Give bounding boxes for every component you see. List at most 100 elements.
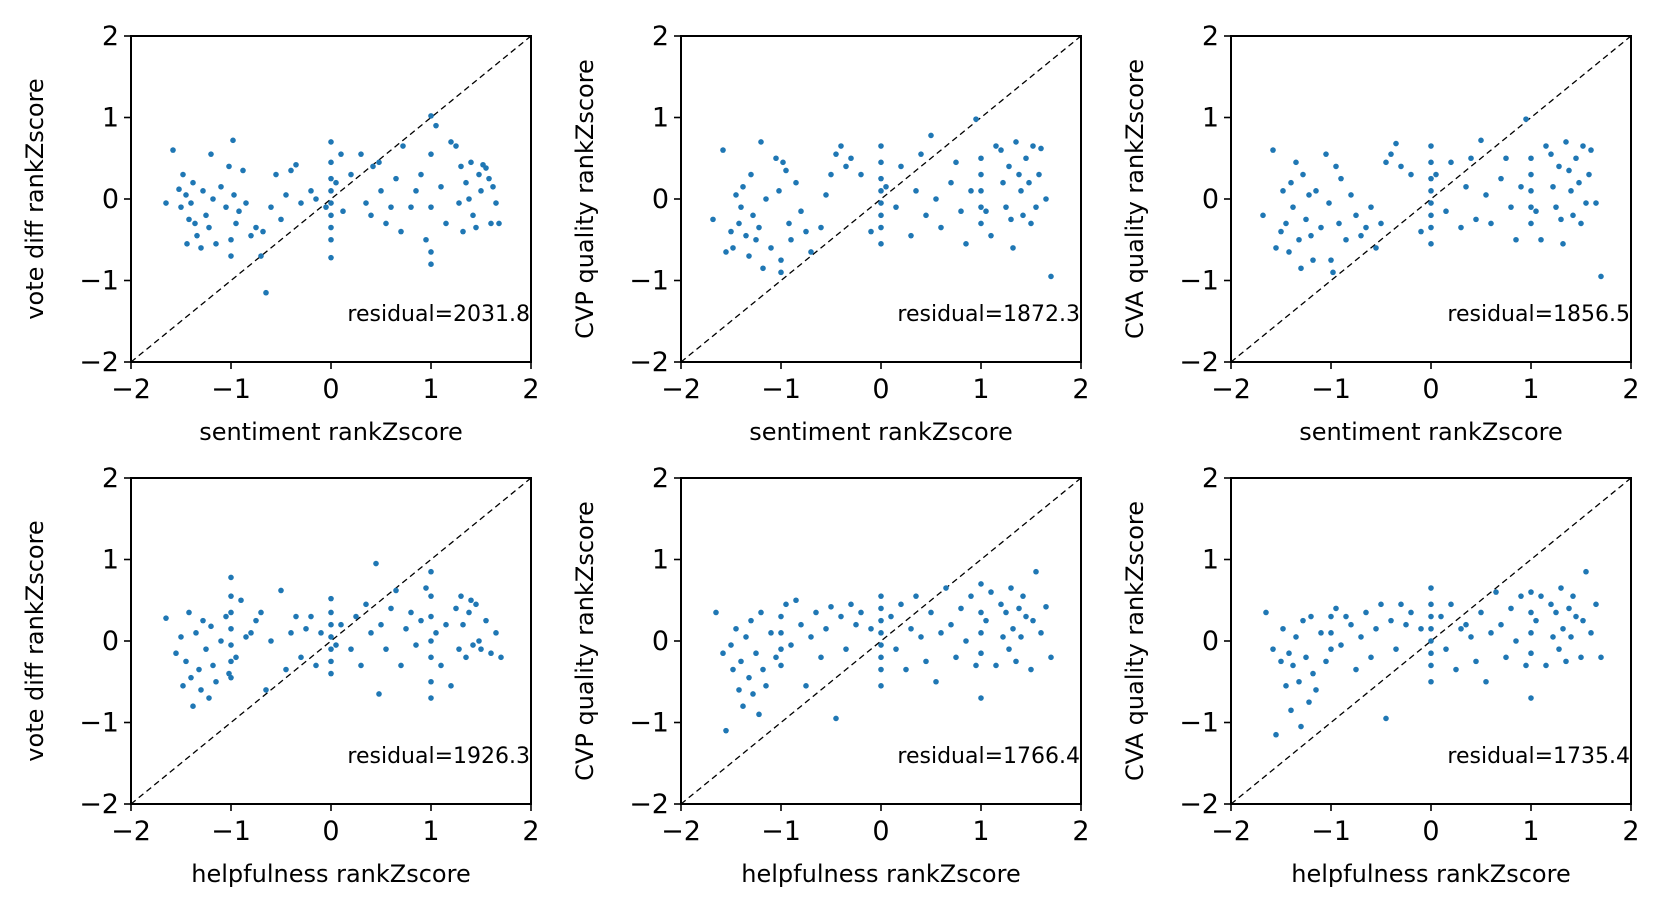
data-point bbox=[190, 703, 196, 709]
data-point bbox=[823, 625, 829, 632]
data-point bbox=[210, 662, 216, 669]
data-point bbox=[206, 224, 212, 231]
data-point bbox=[253, 617, 259, 624]
data-point bbox=[853, 621, 859, 628]
data-point bbox=[263, 687, 269, 693]
y-tick-label: 1 bbox=[652, 103, 669, 134]
x-tick-label: 0 bbox=[1422, 816, 1439, 847]
data-point bbox=[1580, 143, 1586, 149]
data-point bbox=[486, 175, 492, 182]
data-point bbox=[1363, 224, 1369, 231]
data-point bbox=[458, 163, 464, 170]
data-point bbox=[893, 204, 899, 210]
data-point bbox=[1448, 159, 1454, 166]
data-point bbox=[176, 186, 182, 193]
data-point bbox=[908, 232, 914, 239]
data-point bbox=[1338, 175, 1344, 182]
data-point bbox=[1428, 613, 1434, 620]
data-point bbox=[236, 208, 242, 215]
data-point bbox=[1393, 646, 1399, 652]
data-point bbox=[226, 163, 232, 170]
x-tick-label: −1 bbox=[761, 374, 801, 405]
data-point bbox=[1358, 634, 1364, 640]
data-point bbox=[928, 609, 934, 616]
data-point bbox=[953, 159, 959, 166]
data-point bbox=[1458, 625, 1464, 632]
data-point bbox=[1528, 695, 1534, 701]
data-point bbox=[710, 216, 716, 223]
y-tick-label: 0 bbox=[1202, 626, 1219, 657]
data-point bbox=[1326, 200, 1332, 206]
reference-line-y-equals-x bbox=[130, 477, 532, 805]
data-point bbox=[328, 646, 334, 652]
data-point bbox=[1048, 273, 1054, 280]
data-point bbox=[228, 236, 234, 243]
data-point bbox=[186, 216, 192, 223]
data-point bbox=[1463, 183, 1469, 190]
data-point bbox=[318, 630, 324, 636]
data-point bbox=[758, 139, 764, 145]
data-point bbox=[383, 220, 389, 227]
data-point bbox=[778, 662, 784, 669]
data-point bbox=[738, 658, 744, 665]
x-tick-label: −2 bbox=[111, 374, 151, 405]
data-point bbox=[1286, 650, 1292, 657]
x-tick-label: 0 bbox=[322, 816, 339, 847]
data-point bbox=[1030, 617, 1036, 624]
y-tick-label: −1 bbox=[79, 266, 119, 297]
data-point bbox=[466, 196, 472, 202]
data-point bbox=[978, 171, 984, 178]
data-point bbox=[163, 615, 169, 621]
data-point bbox=[998, 147, 1004, 153]
data-point bbox=[1313, 687, 1319, 693]
data-point bbox=[878, 175, 884, 182]
data-point bbox=[1523, 116, 1529, 122]
data-point bbox=[293, 613, 299, 620]
data-point bbox=[376, 159, 382, 166]
y-axis-label: CVP quality rankZscore bbox=[571, 59, 599, 339]
data-point bbox=[1288, 179, 1294, 186]
data-point bbox=[433, 122, 439, 129]
data-point bbox=[1513, 638, 1519, 644]
residual-annotation: residual=1926.3 bbox=[347, 744, 530, 769]
data-point bbox=[1023, 155, 1029, 162]
data-point bbox=[483, 165, 489, 171]
data-point bbox=[173, 650, 179, 657]
data-point bbox=[728, 642, 734, 648]
data-point bbox=[218, 638, 224, 644]
data-point bbox=[958, 208, 964, 215]
reference-line-y-equals-x bbox=[680, 477, 1082, 805]
y-tick-label: 1 bbox=[102, 103, 119, 134]
data-point bbox=[958, 605, 964, 612]
x-tick-label: 1 bbox=[1522, 816, 1539, 847]
data-point bbox=[828, 603, 834, 610]
data-point bbox=[793, 179, 799, 186]
data-point bbox=[428, 695, 434, 701]
data-point bbox=[1378, 601, 1384, 608]
y-axis-label: vote diff rankZscore bbox=[21, 520, 49, 761]
data-point bbox=[798, 621, 804, 628]
data-point bbox=[1568, 188, 1574, 194]
data-point bbox=[713, 609, 719, 616]
data-point bbox=[968, 188, 974, 194]
data-point bbox=[340, 208, 346, 215]
data-point bbox=[378, 621, 384, 628]
data-point bbox=[740, 183, 746, 190]
data-point bbox=[1290, 204, 1296, 210]
data-point bbox=[803, 228, 809, 235]
x-tick-label: −1 bbox=[761, 816, 801, 847]
data-point bbox=[328, 175, 334, 182]
data-point bbox=[1018, 188, 1024, 194]
data-point bbox=[756, 224, 762, 231]
data-point bbox=[428, 638, 434, 644]
data-point bbox=[923, 212, 929, 219]
x-tick-label: 2 bbox=[522, 374, 539, 405]
data-point bbox=[1458, 224, 1464, 231]
data-point bbox=[258, 609, 264, 616]
data-point bbox=[773, 654, 779, 661]
data-point bbox=[1573, 613, 1579, 620]
data-point bbox=[903, 666, 909, 673]
data-point bbox=[333, 179, 339, 186]
data-point bbox=[723, 727, 729, 734]
data-point bbox=[200, 188, 206, 194]
